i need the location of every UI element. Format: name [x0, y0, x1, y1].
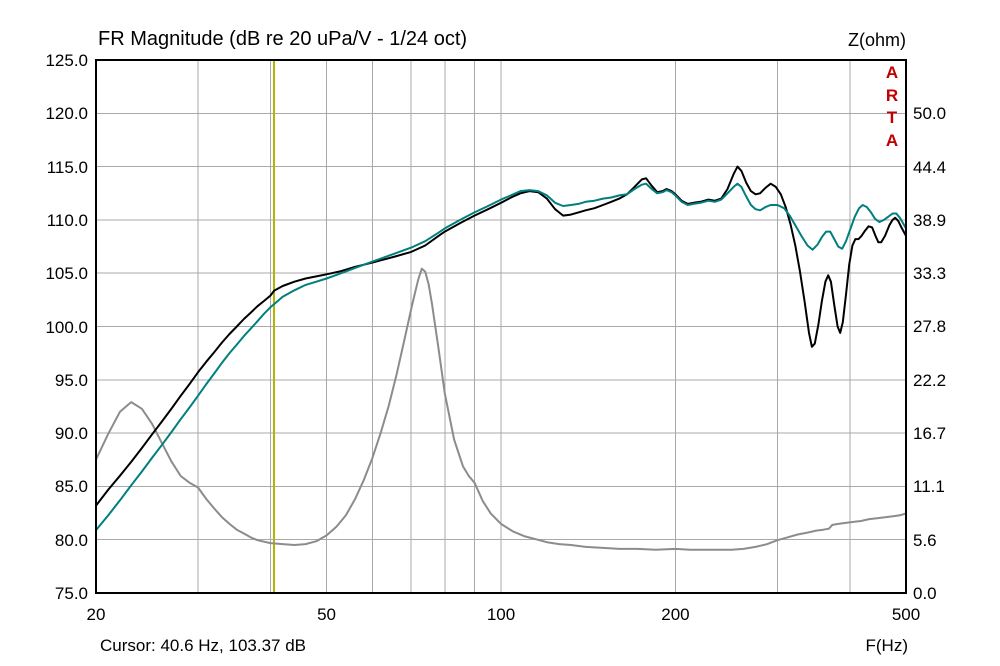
x-axis-tick-label: 500 — [891, 605, 921, 624]
x-axis-tick-label: 200 — [661, 605, 690, 624]
x-axis-tick-label: 50 — [317, 605, 337, 624]
arta-logo-letter: A — [885, 63, 899, 82]
fr-curve-teal — [95, 182, 907, 532]
arta-logo-letter: A — [885, 130, 899, 150]
plot-border — [95, 59, 907, 594]
x-axis-title: F(Hz) — [865, 636, 908, 655]
right-axis-tick-label: 38.9 — [913, 210, 947, 230]
x-axis-tick-label: 20 — [86, 605, 106, 624]
x-axis-tick-label: 100 — [486, 605, 516, 624]
left-axis-tick-label: 80.0 — [54, 530, 88, 550]
right-axis-tick-label: 11.1 — [913, 477, 945, 497]
right-axis-title: Z(ohm) — [848, 30, 906, 50]
left-axis-tick-label: 95.0 — [54, 370, 88, 390]
right-axis-tick-label: 33.3 — [913, 264, 947, 284]
left-axis-tick-label: 120.0 — [45, 104, 88, 124]
right-axis-tick-label: 50.0 — [913, 104, 947, 124]
left-axis-tick-label: 125.0 — [45, 51, 88, 70]
left-axis-tick-label: 100.0 — [45, 317, 88, 337]
left-axis-tick-label: 75.0 — [54, 584, 88, 603]
right-axis-tick-label: 44.4 — [913, 157, 947, 177]
left-axis-tick-label: 90.0 — [54, 424, 88, 444]
chart-title: FR Magnitude (dB re 20 uPa/V - 1/24 oct) — [98, 28, 468, 50]
arta-logo-letter: R — [885, 85, 899, 105]
fr-curve-black — [95, 165, 907, 507]
left-axis-tick-label: 85.0 — [54, 477, 88, 497]
impedance-curve-gray — [95, 267, 907, 551]
right-axis-tick-label: 27.8 — [913, 317, 947, 337]
left-axis-tick-label: 115.0 — [46, 157, 88, 177]
right-axis-tick-label: 0.0 — [913, 584, 937, 603]
arta-logo-letter: T — [886, 108, 898, 127]
right-axis-tick-label: 22.2 — [913, 370, 947, 390]
left-axis-tick-label: 110.0 — [46, 210, 88, 230]
cursor-readout: Cursor: 40.6 Hz, 103.37 dB — [100, 636, 307, 655]
right-axis-tick-label: 5.6 — [913, 530, 937, 550]
right-axis-tick-label: 16.7 — [913, 424, 947, 444]
left-axis-tick-label: 105.0 — [45, 264, 88, 284]
